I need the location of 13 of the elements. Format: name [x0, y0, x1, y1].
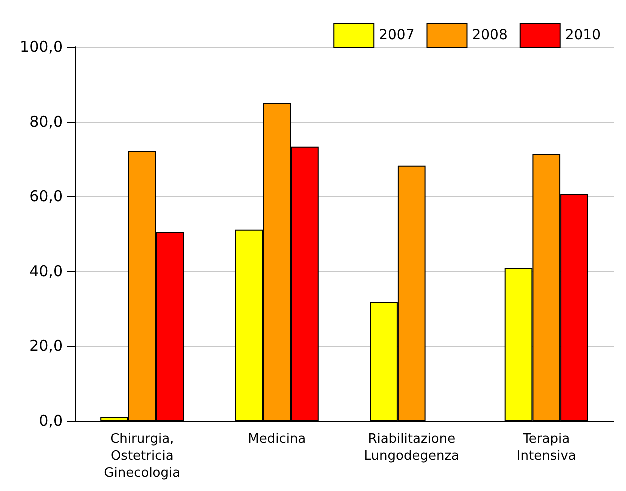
x-tick-label: Terapia Intensiva [516, 432, 576, 464]
legend-label: 2008 [472, 28, 508, 44]
legend-label: 2007 [379, 28, 415, 44]
y-tick-label: 80,0 [30, 112, 63, 131]
x-tick-label: Medicina [248, 432, 306, 447]
y-tick-label: 100,0 [20, 38, 63, 56]
x-tick-label: Chirurgia, Ostetricia Ginecologia [104, 432, 181, 481]
y-tick-label: 0,0 [39, 412, 63, 430]
x-tick-label: Riabilitazione Lungodegenza [364, 432, 460, 464]
y-tick-label: 20,0 [30, 337, 63, 356]
y-tick-label: 40,0 [30, 262, 63, 280]
y-tick-label: 60,0 [30, 188, 63, 206]
legend-label: 2010 [565, 28, 602, 44]
